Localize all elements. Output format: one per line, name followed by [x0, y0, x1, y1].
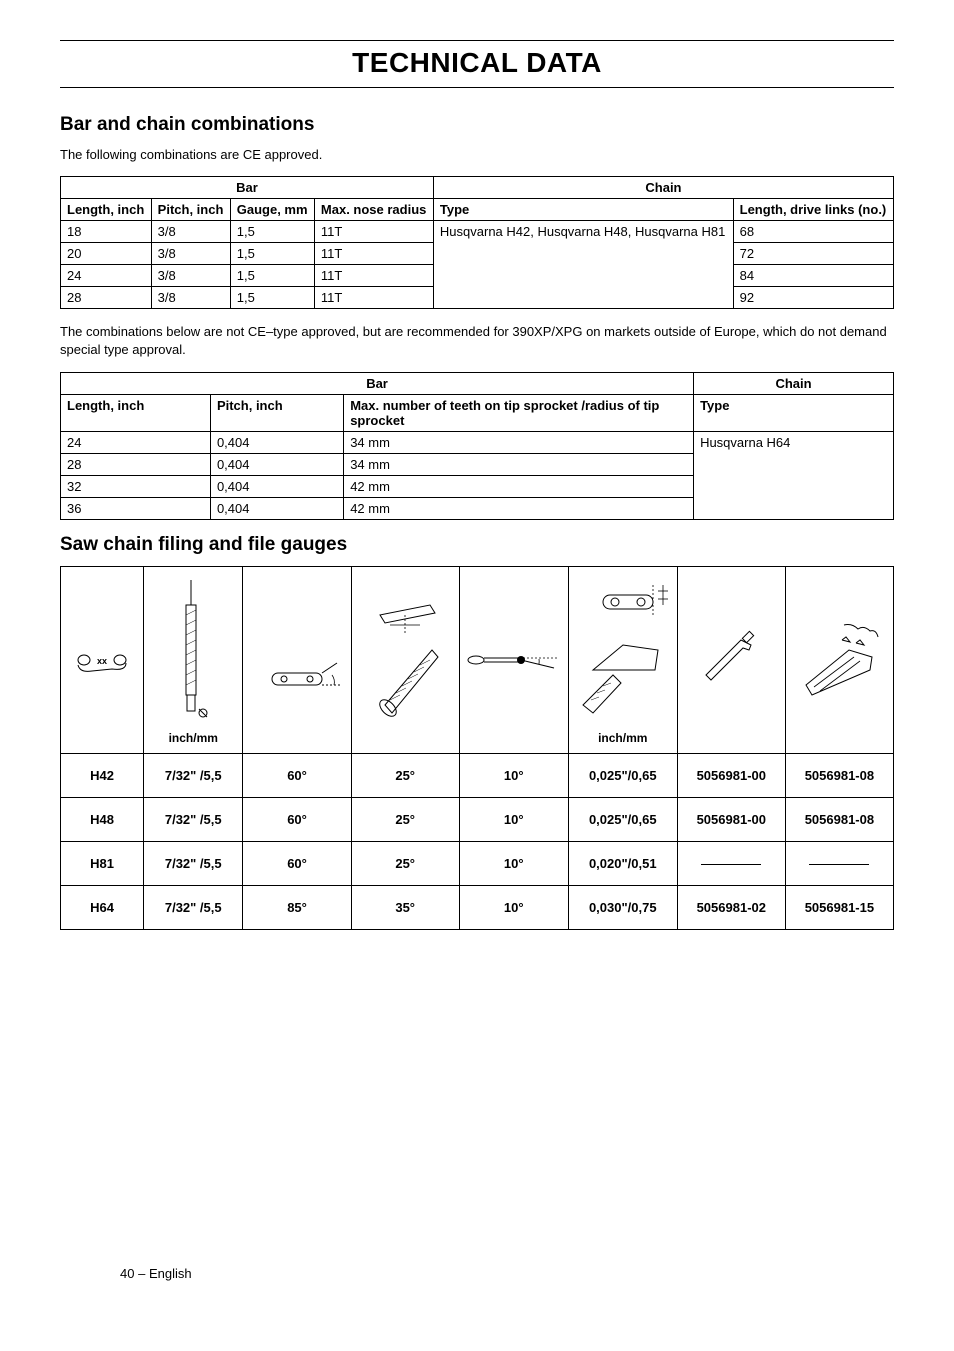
chain-type-merged-2: Husqvarna H64: [694, 431, 894, 519]
file-row-h48: H48 7/32" /5,5 60° 25° 10° 0,025"/0,65 5…: [61, 797, 894, 841]
file-gauge-tool-icon: [691, 575, 771, 745]
bar-chain-table-1: Bar Chain Length, inch Pitch, inch Gauge…: [60, 176, 894, 309]
col-length: Length, inch: [61, 199, 152, 221]
icon-cell-file-gauge: [677, 566, 785, 753]
filing-gauges-table: xx: [60, 566, 894, 930]
round-file-icon: [173, 575, 213, 725]
file-row-h64: H64 7/32" /5,5 85° 35° 10° 0,030"/0,75 5…: [61, 885, 894, 929]
page-number: 40: [120, 1266, 134, 1281]
chain-link-icon: xx: [74, 575, 130, 745]
col-pitch-2: Pitch, inch: [210, 394, 343, 431]
bar-chain-table-2: Bar Chain Length, inch Pitch, inch Max. …: [60, 372, 894, 520]
footer-lang: English: [149, 1266, 192, 1281]
icon-cell-gauge-template: [785, 566, 893, 753]
col-length-2: Length, inch: [61, 394, 211, 431]
col-type: Type: [433, 199, 733, 221]
intro-text-2: The combinations below are not CE–type a…: [60, 323, 894, 359]
col-nose: Max. nose radius: [314, 199, 433, 221]
group-head-bar: Bar: [61, 177, 434, 199]
svg-text:xx: xx: [97, 656, 107, 666]
icon-cell-chain-code: xx: [61, 566, 144, 753]
section-heading-filing: Saw chain filing and file gauges: [60, 534, 894, 556]
top-plate-angle-icon: [360, 575, 450, 745]
icon-cell-angle-1: [243, 566, 351, 753]
gauge-template-icon: [794, 575, 884, 745]
col-sprocket: Max. number of teeth on tip sprocket /ra…: [344, 394, 694, 431]
icon-cell-angle-2: [351, 566, 459, 753]
page-title: TECHNICAL DATA: [60, 40, 894, 88]
dash-cell: [677, 841, 785, 885]
col-links: Length, drive links (no.): [733, 199, 893, 221]
group-head-chain-2: Chain: [694, 372, 894, 394]
icon-cell-depth-gauge: inch/mm: [568, 566, 677, 753]
side-plate-angle-icon: [464, 575, 564, 745]
icon-cell-file-size: inch/mm: [144, 566, 243, 753]
col-type-2: Type: [694, 394, 894, 431]
col-gauge: Gauge, mm: [230, 199, 314, 221]
page-footer: 40 – English: [120, 1266, 192, 1281]
file-holder-angle-icon: [252, 575, 342, 745]
group-head-chain: Chain: [433, 177, 893, 199]
section-heading-bar-chain: Bar and chain combinations: [60, 114, 894, 136]
file-row-h42: H42 7/32" /5,5 60° 25° 10° 0,025"/0,65 5…: [61, 753, 894, 797]
table-row: 24 0,404 34 mm Husqvarna H64: [61, 431, 894, 453]
depth-gauge-icon: [573, 575, 673, 725]
col-pitch: Pitch, inch: [151, 199, 230, 221]
intro-text-1: The following combinations are CE approv…: [60, 146, 894, 164]
dash-cell: [785, 841, 893, 885]
table-row: 18 3/8 1,5 11T Husqvarna H42, Husqvarna …: [61, 221, 894, 243]
icon-cell-angle-3: [459, 566, 568, 753]
chain-type-merged: Husqvarna H42, Husqvarna H48, Husqvarna …: [433, 221, 733, 309]
file-size-label: inch/mm: [169, 731, 218, 745]
depth-gauge-label: inch/mm: [598, 731, 647, 745]
file-row-h81: H81 7/32" /5,5 60° 25° 10° 0,020"/0,51: [61, 841, 894, 885]
group-head-bar-2: Bar: [61, 372, 694, 394]
